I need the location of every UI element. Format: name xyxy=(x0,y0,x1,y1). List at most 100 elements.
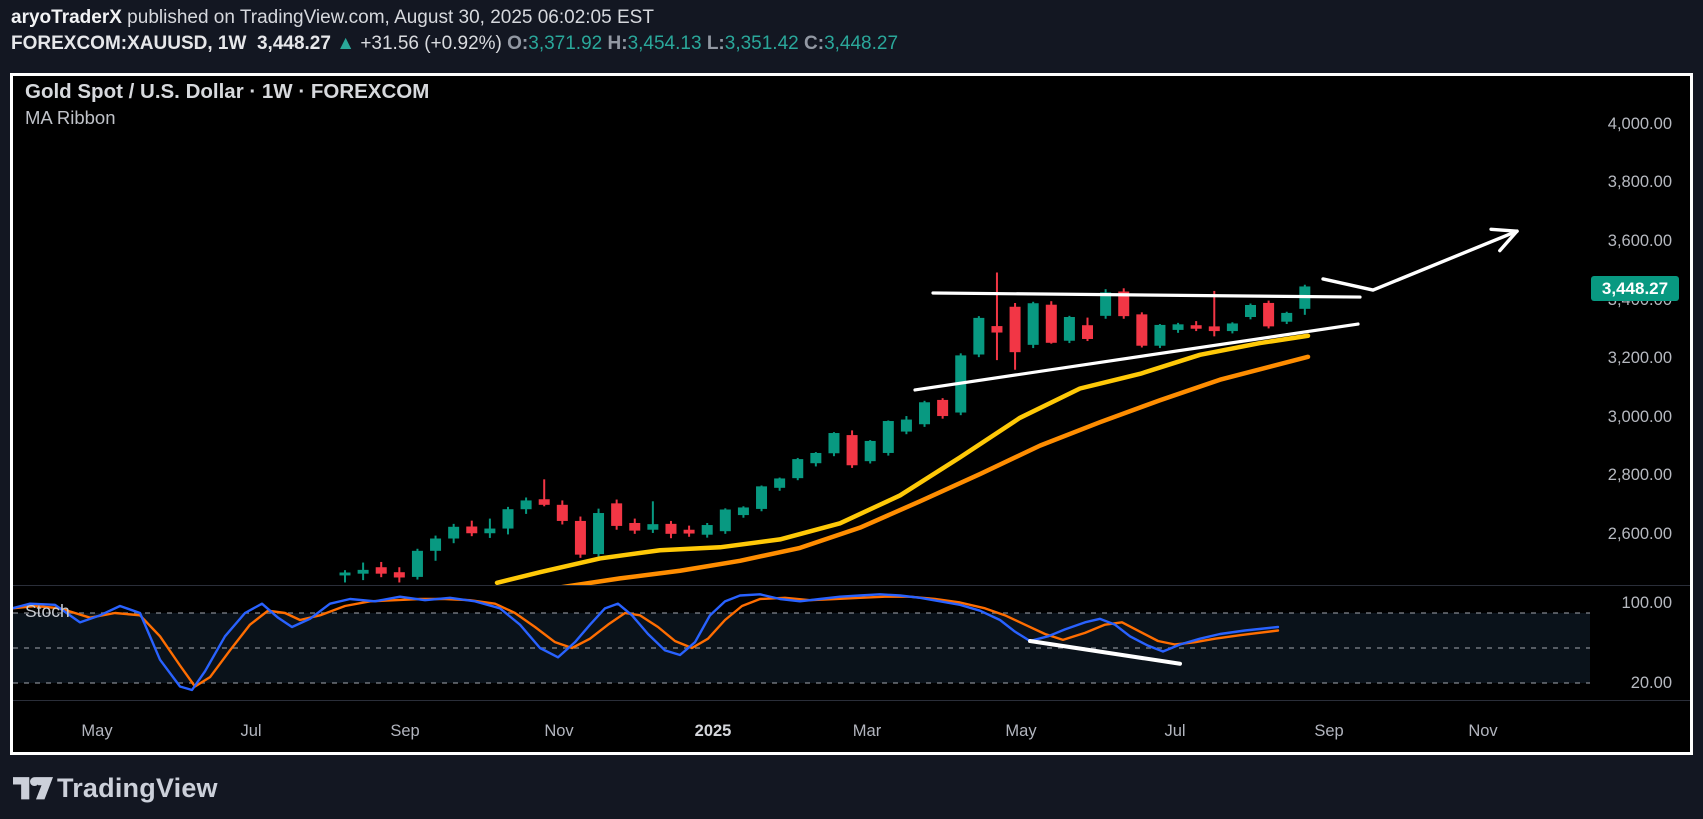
candle-body xyxy=(719,509,731,532)
low-value: 3,351.42 xyxy=(724,33,799,54)
up-triangle-icon: ▲ xyxy=(336,33,356,54)
candle-body xyxy=(1045,304,1057,343)
candle-body xyxy=(1208,326,1220,332)
stoch-band xyxy=(13,613,1590,683)
candle-body xyxy=(520,500,532,510)
publish-info-line: aryoTraderX published on TradingView.com… xyxy=(11,7,654,29)
candle-body xyxy=(973,317,985,355)
symbol-interval: FOREXCOM:XAUUSD, 1W xyxy=(11,33,247,54)
candle-body xyxy=(756,486,768,509)
close-value: 3,448.27 xyxy=(824,33,899,54)
candle-body xyxy=(430,538,442,551)
candle-body xyxy=(629,522,641,531)
breakout-arrow-head xyxy=(1498,229,1519,253)
time-axis-label: Jul xyxy=(1164,722,1186,740)
candle-body xyxy=(574,520,586,555)
stoch-d-line xyxy=(13,595,1280,688)
candle-body xyxy=(538,499,550,505)
candle-body xyxy=(737,507,749,516)
breakout-arrow-head xyxy=(1489,227,1519,233)
time-axis-label: May xyxy=(81,722,113,740)
candle-body xyxy=(484,528,496,534)
high-label: H: xyxy=(607,33,628,54)
ma-fast-line xyxy=(494,333,1311,585)
open-label: O: xyxy=(507,33,529,54)
candle-body xyxy=(1190,325,1202,329)
stoch-trendline[interactable] xyxy=(1028,639,1182,666)
price-axis-label: 2,800.00 xyxy=(1607,466,1672,485)
time-axis-label: 2025 xyxy=(694,722,732,740)
candle-body xyxy=(502,509,514,529)
chart-frame xyxy=(10,73,1693,755)
candle-body xyxy=(593,513,605,555)
tradingview-logo-icon xyxy=(13,777,53,800)
symbol-readout-line: FOREXCOM:XAUUSD, 1W 3,448.27 ▲ +31.56 (+… xyxy=(11,33,898,55)
time-axis-label: Sep xyxy=(390,722,420,740)
candle-body xyxy=(1118,291,1130,317)
ma-slow-line xyxy=(561,354,1311,585)
candle-body xyxy=(466,526,478,534)
candle-body xyxy=(1172,324,1184,330)
price-change: +31.56 (+0.92%) xyxy=(360,33,502,54)
candle-body xyxy=(937,399,949,417)
candle-body xyxy=(991,326,1003,333)
candle-body xyxy=(1063,317,1075,341)
price-axis-label: 3,200.00 xyxy=(1607,349,1672,368)
candle-body xyxy=(846,435,858,466)
time-axis-label: Mar xyxy=(852,722,882,740)
candle-body xyxy=(683,529,695,534)
price-axis-label: 2,600.00 xyxy=(1607,525,1672,543)
time-axis-label: Nov xyxy=(544,722,574,740)
candle-body xyxy=(828,433,840,454)
ma-ribbon-group xyxy=(494,333,1311,585)
candle-body xyxy=(919,402,931,425)
candle-body xyxy=(701,525,713,535)
price-axis-label: 4,000.00 xyxy=(1607,114,1672,133)
open-value: 3,371.92 xyxy=(528,33,603,54)
indicator-title-stoch[interactable]: Stoch xyxy=(25,601,70,621)
price-axis-label: 3,800.00 xyxy=(1607,173,1672,192)
time-axis-label: Sep xyxy=(1314,722,1344,740)
last-price-tag: 3,448.27 xyxy=(1591,276,1679,301)
candle-body xyxy=(448,526,460,539)
close-label: C: xyxy=(804,33,825,54)
time-axis-label: May xyxy=(1005,722,1037,740)
candle-body xyxy=(900,419,912,432)
candle-body xyxy=(864,440,876,462)
candle-body xyxy=(357,569,369,574)
candle-body xyxy=(1009,306,1021,353)
candle-body xyxy=(393,572,405,578)
stoch-axis-label-100: 100.00 xyxy=(1621,594,1672,612)
candle-body xyxy=(774,478,786,488)
candle-body xyxy=(792,459,804,479)
low-label: L: xyxy=(706,33,725,54)
footer-bar xyxy=(0,757,1703,819)
candle-body xyxy=(1226,323,1238,332)
tradingview-brand-text: TradingView xyxy=(57,773,218,803)
candle-body xyxy=(339,572,351,576)
last-price: 3,448.27 xyxy=(256,33,331,54)
candles-group xyxy=(339,272,1311,583)
stoch-pane xyxy=(13,593,1590,692)
candle-body xyxy=(1154,324,1166,346)
lower-trendline[interactable] xyxy=(913,322,1360,392)
time-axis-label: Jul xyxy=(240,722,262,740)
price-axis-label: 3,000.00 xyxy=(1607,407,1672,426)
candle-body xyxy=(1281,312,1293,322)
candle-body xyxy=(1245,304,1256,318)
chart-title: Gold Spot / U.S. Dollar · 1W · FOREXCOM xyxy=(25,80,430,103)
candle-body xyxy=(665,523,677,534)
breakout-arrow-shaft[interactable] xyxy=(1321,229,1519,292)
time-axis-label: Nov xyxy=(1468,722,1498,740)
candle-body xyxy=(1027,303,1039,345)
indicator-title-ma-ribbon[interactable]: MA Ribbon xyxy=(25,107,116,128)
candle-body xyxy=(882,421,894,453)
candle-body xyxy=(556,504,568,521)
stoch-axis-label-20: 20.00 xyxy=(1630,674,1672,692)
candle-body xyxy=(375,567,387,574)
upper-trendline[interactable] xyxy=(931,291,1362,299)
candle-body xyxy=(1136,314,1148,346)
candle-body xyxy=(1082,325,1094,339)
